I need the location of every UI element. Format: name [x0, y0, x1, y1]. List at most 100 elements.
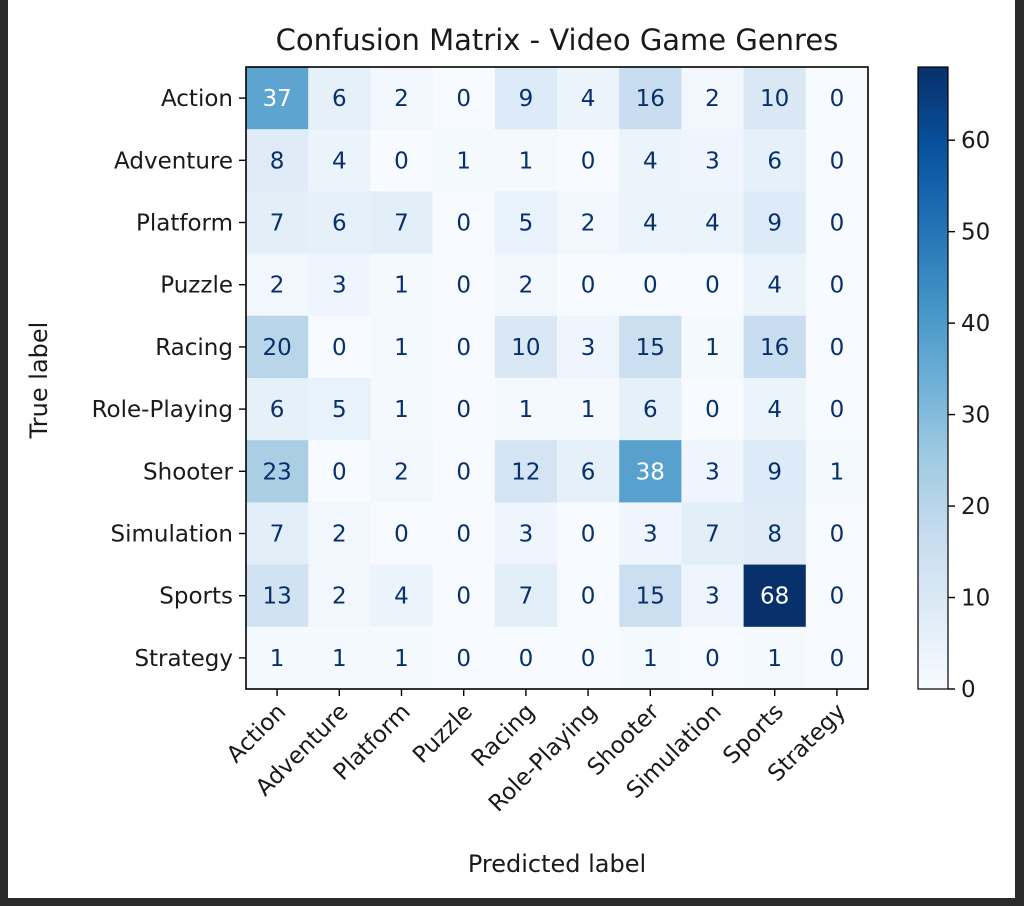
cell-value-label: 7 — [519, 584, 534, 610]
cell-value-label: 0 — [581, 273, 596, 299]
matrix-cell — [370, 502, 434, 566]
cell-value-label: 12 — [511, 459, 540, 485]
matrix-cell — [370, 191, 434, 255]
cell-value-label: 23 — [262, 459, 291, 485]
y-tick-label: Sports — [159, 584, 233, 610]
cell-value-label: 0 — [581, 148, 596, 174]
cell-value-label: 0 — [456, 522, 471, 548]
matrix-cell — [557, 191, 620, 255]
cell-value-label: 10 — [760, 86, 789, 112]
matrix-cell — [246, 440, 309, 503]
matrix-cell — [246, 191, 309, 255]
cell-value-label: 13 — [262, 584, 291, 610]
cell-value-label: 7 — [394, 211, 409, 237]
matrix-cell — [494, 191, 558, 255]
cell-value-label: 0 — [643, 273, 658, 299]
matrix-cell — [805, 502, 869, 566]
cell-value-label: 7 — [705, 522, 720, 548]
matrix-cell — [308, 378, 371, 441]
matrix-cell — [805, 626, 869, 690]
x-tick-label: Puzzle — [408, 699, 478, 769]
matrix-cell — [432, 191, 496, 255]
cell-value-label: 1 — [519, 148, 534, 174]
matrix-cell — [681, 129, 745, 192]
matrix-cell — [681, 191, 745, 255]
cell-value-label: 3 — [705, 148, 720, 174]
y-tick-label: Racing — [155, 335, 233, 361]
matrix-cell — [494, 129, 558, 192]
cell-value-label: 0 — [830, 646, 845, 672]
matrix-cell — [494, 253, 558, 317]
cell-value-label: 37 — [262, 86, 291, 112]
cell-value-label: 1 — [705, 335, 720, 361]
matrix-cell — [557, 129, 620, 192]
cell-value-label: 0 — [705, 397, 720, 423]
cell-value-label: 4 — [705, 211, 720, 237]
matrix-cell — [619, 626, 682, 690]
cell-value-label: 5 — [519, 211, 534, 237]
matrix-cell — [494, 67, 558, 130]
cell-value-label: 16 — [760, 335, 789, 361]
cell-value-label: 0 — [830, 211, 845, 237]
cell-value-label: 4 — [332, 148, 347, 174]
confusion-matrix-chart: Confusion Matrix - Video Game Genres Pre… — [25, 23, 990, 878]
matrix-cell — [743, 191, 807, 255]
matrix-cell — [246, 315, 309, 379]
cell-value-label: 0 — [830, 522, 845, 548]
matrix-cell — [619, 440, 682, 503]
cell-value-label: 6 — [581, 459, 596, 485]
cell-value-label: 0 — [456, 459, 471, 485]
matrix-cell — [619, 315, 682, 379]
matrix-cell — [308, 191, 371, 255]
cell-value-label: 1 — [456, 148, 471, 174]
matrix-cell — [370, 315, 434, 379]
cell-value-label: 6 — [270, 397, 285, 423]
matrix-cell — [681, 378, 745, 441]
matrix-cell — [370, 564, 434, 628]
cell-value-label: 38 — [636, 459, 665, 485]
cell-value-label: 4 — [643, 211, 658, 237]
cell-value-label: 3 — [332, 273, 347, 299]
colorbar-tick-label: 40 — [961, 311, 990, 337]
matrix-cell — [432, 129, 496, 192]
matrix-cell — [308, 67, 371, 130]
matrix-cell — [805, 564, 869, 628]
cell-value-label: 0 — [456, 335, 471, 361]
matrix-cell — [308, 564, 371, 628]
matrix-cell — [432, 67, 496, 130]
cell-value-label: 0 — [456, 86, 471, 112]
cell-value-label: 1 — [394, 397, 409, 423]
matrix-cell — [494, 440, 558, 503]
cell-value-label: 0 — [332, 335, 347, 361]
cell-value-label: 4 — [581, 86, 596, 112]
matrix-cell — [432, 315, 496, 379]
cell-value-label: 0 — [581, 584, 596, 610]
plot-frame — [245, 66, 869, 690]
matrix-cell — [805, 191, 869, 255]
cell-value-label: 3 — [705, 584, 720, 610]
cell-value-label: 0 — [456, 273, 471, 299]
matrix-cell — [432, 253, 496, 317]
cell-value-label: 3 — [581, 335, 596, 361]
cell-value-label: 0 — [830, 273, 845, 299]
cell-value-label: 2 — [332, 584, 347, 610]
y-tick-label: Simulation — [110, 522, 233, 548]
cell-value-label: 2 — [705, 86, 720, 112]
matrix-cell — [557, 67, 620, 130]
cell-value-label: 2 — [519, 273, 534, 299]
y-tick-label: Puzzle — [160, 273, 233, 299]
cell-value-label: 9 — [767, 211, 782, 237]
cell-value-label: 0 — [456, 584, 471, 610]
matrix-cell — [619, 502, 682, 566]
y-tick-label: Platform — [136, 211, 233, 237]
matrix-cell — [681, 67, 745, 130]
matrix-cell — [557, 378, 620, 441]
matrix-cell — [681, 502, 745, 566]
matrix-cell — [370, 129, 434, 192]
matrix-cell — [432, 564, 496, 628]
cell-value-label: 1 — [394, 273, 409, 299]
cell-value-label: 9 — [519, 86, 534, 112]
matrix-cell — [494, 626, 558, 690]
cell-value-label: 0 — [394, 148, 409, 174]
cell-value-label: 1 — [519, 397, 534, 423]
